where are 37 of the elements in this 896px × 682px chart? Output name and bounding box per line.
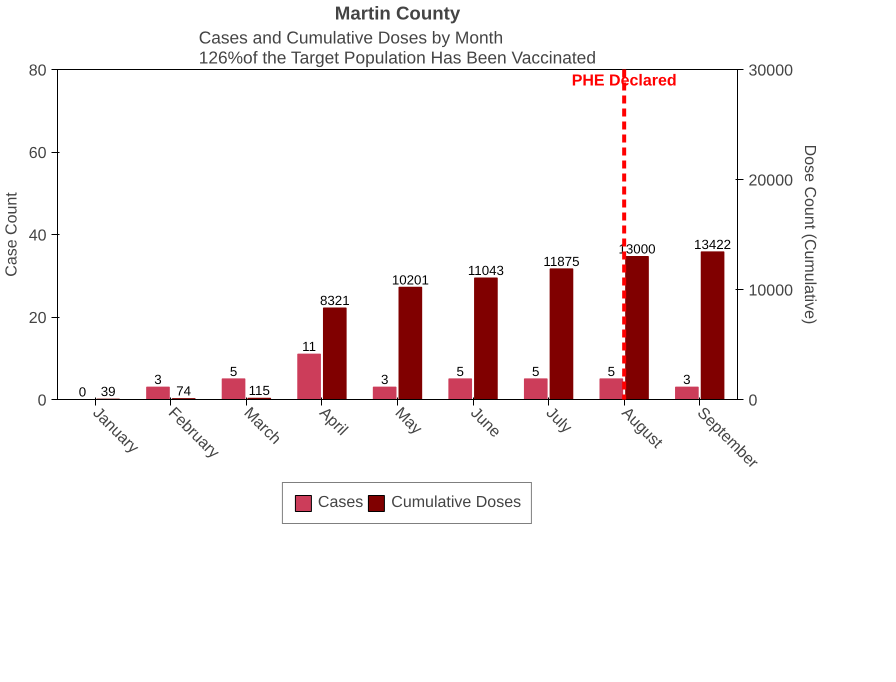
data-label: 3 bbox=[380, 372, 388, 388]
x-tick-label: May bbox=[391, 404, 425, 438]
data-label: 3 bbox=[683, 372, 691, 388]
legend-label: Cases bbox=[318, 494, 364, 512]
y-axis-title: Case Count bbox=[4, 192, 21, 277]
data-label: 5 bbox=[456, 364, 464, 379]
y-tick-label: 20 bbox=[28, 310, 47, 327]
data-label: 10201 bbox=[392, 272, 429, 288]
data-label: 39 bbox=[100, 384, 116, 400]
data-label: 5 bbox=[532, 364, 540, 379]
data-label: 8321 bbox=[320, 292, 350, 308]
data-label: 13000 bbox=[618, 242, 656, 256]
data-label: 11 bbox=[302, 339, 316, 354]
data-label: 0 bbox=[78, 384, 86, 400]
legend-label: Cumulative Doses bbox=[391, 494, 522, 512]
x-tick-label: April bbox=[316, 404, 351, 440]
chart-title: Martin County bbox=[334, 2, 461, 24]
y-tick-label: 40 bbox=[28, 228, 47, 244]
data-label: 13422 bbox=[694, 236, 732, 252]
x-tick-label: July bbox=[542, 404, 575, 437]
data-label: 5 bbox=[230, 364, 238, 379]
y2-axis-title: Dose Count (Cumulative) bbox=[800, 144, 818, 324]
data-label: 5 bbox=[608, 364, 616, 379]
data-label: 11043 bbox=[468, 263, 504, 278]
ref-line-label: PHE Declared bbox=[572, 72, 677, 90]
y-tick-label: 60 bbox=[28, 145, 47, 162]
y2-tick-label: 10000 bbox=[748, 282, 794, 300]
y2-tick-label: 0 bbox=[748, 392, 758, 410]
data-label: 3 bbox=[154, 372, 162, 388]
data-label: 115 bbox=[248, 383, 270, 398]
data-label: 74 bbox=[176, 384, 192, 399]
y-tick-label: 0 bbox=[38, 392, 47, 410]
y-tick-label: 80 bbox=[28, 62, 47, 80]
chart-subtitle: Cases and Cumulative Doses by Month 126%of the Target Population Has Been Vaccinated bbox=[198, 28, 596, 68]
y2-tick-label: 20000 bbox=[748, 172, 794, 190]
y2-tick-label: 30000 bbox=[748, 62, 794, 80]
data-label: 11875 bbox=[543, 254, 580, 269]
